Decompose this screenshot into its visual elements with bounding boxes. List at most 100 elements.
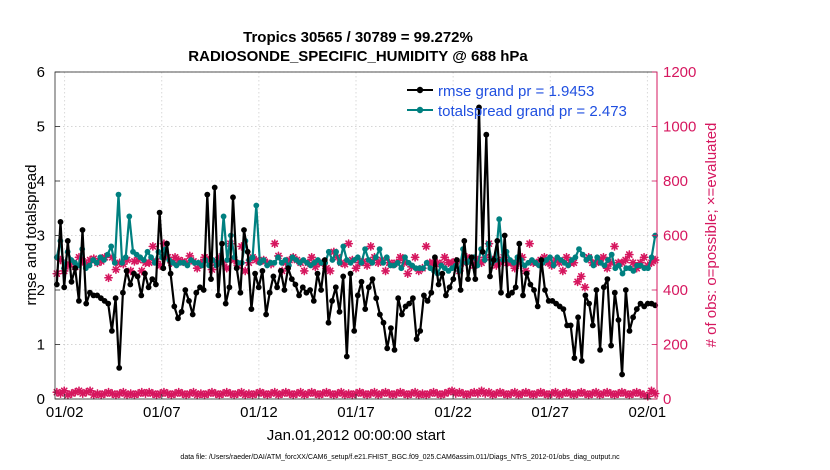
rmse-point	[593, 287, 600, 293]
rmse-point	[105, 300, 112, 307]
y-right-tick-labels: 0 200 400 600 800 1000 1200	[663, 64, 696, 408]
obs-point	[624, 250, 634, 259]
rmse-point	[215, 292, 222, 299]
totalspread-point	[398, 265, 405, 272]
rmse-point	[226, 284, 233, 291]
rmse-point	[138, 292, 145, 299]
data-file-footer: data file: /Users/raeder/DAI/ATM_forcXX/…	[180, 454, 620, 461]
totalspread-point	[93, 259, 100, 266]
totalspread-point	[616, 262, 622, 269]
rmse-point	[589, 322, 596, 329]
rmse-point	[384, 345, 391, 352]
rmse-point	[64, 238, 71, 244]
rmse-point	[112, 295, 119, 302]
rmse-point	[314, 270, 321, 277]
rmse-point	[178, 308, 185, 315]
rmse-point	[134, 273, 141, 280]
rmse-point	[410, 295, 416, 302]
totalspread-point	[362, 246, 368, 253]
obs-point	[580, 282, 590, 292]
obs-point	[362, 261, 372, 270]
rmse-point	[211, 184, 218, 191]
rmse-point	[611, 289, 618, 296]
rmse-point	[68, 278, 75, 285]
rmse-point	[127, 281, 134, 288]
totalspread-point	[394, 259, 401, 266]
rmse-point	[388, 325, 394, 331]
totalspread-point	[547, 254, 553, 261]
rmse-point	[248, 306, 255, 312]
rmse-point	[57, 219, 64, 225]
rmse-point	[241, 227, 247, 233]
rmse-point	[120, 289, 126, 296]
y-right-tick-label: 1200	[663, 64, 696, 81]
rmse-point	[329, 298, 335, 304]
legend: rmse grand pr = 1.9453 totalspread grand…	[407, 83, 627, 120]
rmse-point	[281, 287, 288, 293]
rmse-point	[299, 284, 306, 291]
rmse-point	[439, 270, 446, 277]
rmse-point	[354, 292, 361, 299]
rmse-point	[432, 254, 438, 261]
totalspread-point	[645, 265, 651, 272]
obs-point	[325, 266, 335, 276]
totalspread-point	[340, 243, 347, 250]
rmse-point	[263, 311, 269, 318]
rmse-point	[347, 270, 354, 277]
rmse-point	[244, 248, 251, 255]
rmse-point	[186, 298, 192, 304]
totalspread-point	[630, 268, 637, 274]
rmse-point	[608, 342, 614, 349]
obs-point	[111, 265, 121, 274]
rmse-point	[123, 268, 130, 274]
obs-point	[562, 252, 571, 262]
rmse-point	[575, 314, 581, 321]
rmse-point	[633, 306, 640, 312]
rmse-point	[149, 276, 156, 282]
rmse-point	[531, 287, 537, 293]
rmse-point	[233, 265, 240, 272]
obs-point	[144, 258, 154, 268]
totalspread-point	[325, 248, 332, 255]
legend-marker-rmse	[416, 86, 424, 94]
rmse-point	[252, 270, 258, 277]
rmse-point	[310, 298, 317, 304]
obs-point	[650, 389, 660, 398]
rmse-point	[395, 295, 402, 302]
rmse-point	[498, 289, 504, 296]
totalspread-point	[605, 257, 611, 263]
totalspread-point	[420, 265, 426, 272]
totalspread-point	[380, 259, 387, 266]
obs-point	[410, 252, 420, 262]
obs-point	[381, 266, 390, 276]
obs-point	[403, 269, 413, 279]
rmse-point	[578, 358, 585, 364]
rmse-point	[365, 284, 372, 291]
rmse-point	[582, 292, 589, 299]
totalspread-point	[550, 262, 557, 269]
rmse-point	[457, 287, 464, 293]
totalspread-point	[376, 246, 383, 253]
totalspread-point	[282, 257, 289, 263]
rmse-point	[285, 265, 291, 272]
rmse-point	[443, 292, 449, 299]
totalspread-point	[220, 213, 227, 220]
totalspread-point	[253, 202, 260, 209]
rmse-point	[343, 353, 350, 360]
totalspread-point	[104, 251, 111, 258]
rmse-point	[336, 308, 343, 315]
rmse-point	[428, 289, 435, 296]
rmse-point	[615, 317, 622, 323]
rmse-point	[219, 240, 225, 247]
rmse-point	[479, 248, 486, 255]
totalspread-point	[594, 254, 601, 261]
rmse-point	[622, 287, 629, 293]
x-tick-label: 01/12	[240, 404, 278, 421]
rmse-point	[321, 257, 328, 263]
legend-marker-totalspread	[416, 106, 424, 114]
rmse-point	[142, 270, 148, 277]
obs-point	[525, 239, 534, 249]
rmse-point	[501, 232, 508, 239]
rmse-point	[527, 281, 534, 288]
totalspread-point	[383, 254, 390, 261]
